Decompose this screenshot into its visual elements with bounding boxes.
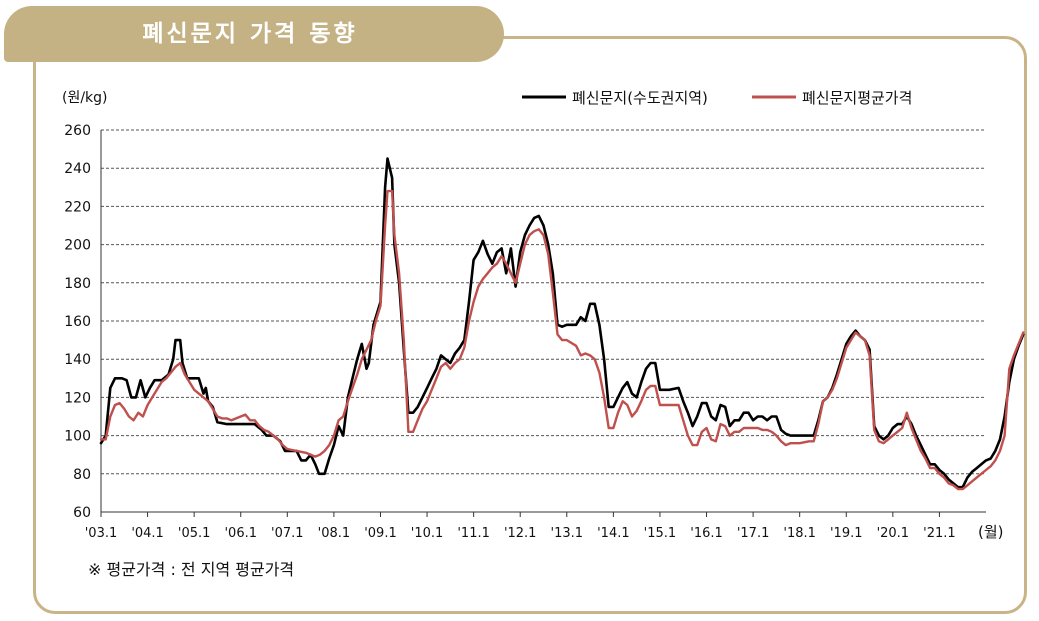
x-tick-label: '16.1 [690,526,723,541]
panel-title: 폐신문지 가격 동향 [142,21,358,47]
x-axis-unit-label: (월) [978,523,1004,541]
x-tick-label: '10.1 [411,526,444,541]
title-tab [4,6,504,62]
x-tick-label: '12.1 [504,526,537,541]
y-tick-label: 180 [64,276,91,292]
y-tick-label: 240 [64,161,91,177]
y-tick-label: 120 [64,390,91,406]
y-tick-label: 160 [64,314,91,330]
x-tick-label: '18.1 [783,526,816,541]
x-tick-label: '04.1 [131,526,164,541]
x-tick-label: '15.1 [644,526,677,541]
x-tick-label: '11.1 [457,526,490,541]
x-tick-label: '21.1 [923,526,956,541]
y-tick-label: 140 [64,352,91,368]
x-tick-label: '09.1 [364,526,397,541]
y-tick-label: 200 [64,238,91,254]
legend-label-2: 폐신문지평균가격 [802,89,912,107]
chart-legend: 폐신문지(수도권지역) 폐신문지평균가격 [522,89,912,107]
x-tick-label: '13.1 [551,526,584,541]
y-tick-label: 220 [64,199,91,215]
x-tick-label: '20.1 [877,526,910,541]
x-tick-label: '07.1 [271,526,304,541]
y-tick-label: 80 [73,467,91,483]
series-line-1 [99,157,1025,489]
x-tick-label: '06.1 [224,526,257,541]
x-tick-label: '03.1 [85,526,118,541]
x-tick-label: '19.1 [830,526,863,541]
chart-series [99,157,1025,491]
y-tick-label: 60 [73,505,91,521]
series-line-2 [99,189,1025,491]
x-tick-label: '17.1 [737,526,770,541]
legend-label-1: 폐신문지(수도권지역) [572,89,708,107]
chart-grid [101,129,986,475]
x-tick-label: '08.1 [318,526,351,541]
x-tick-label: '14.1 [597,526,630,541]
y-tick-label: 260 [64,123,91,139]
chart-panel [33,36,1027,614]
y-axis-unit-label: (원/kg) [62,90,108,106]
x-tick-label: '05.1 [178,526,211,541]
chart-axes: 60 80 100 120 140 160 180 200 220 240 260 '03.1 '04.… [64,123,986,541]
y-tick-label: 100 [64,429,91,445]
footnote: ※ 평균가격 : 전 지역 평균가격 [88,560,295,579]
